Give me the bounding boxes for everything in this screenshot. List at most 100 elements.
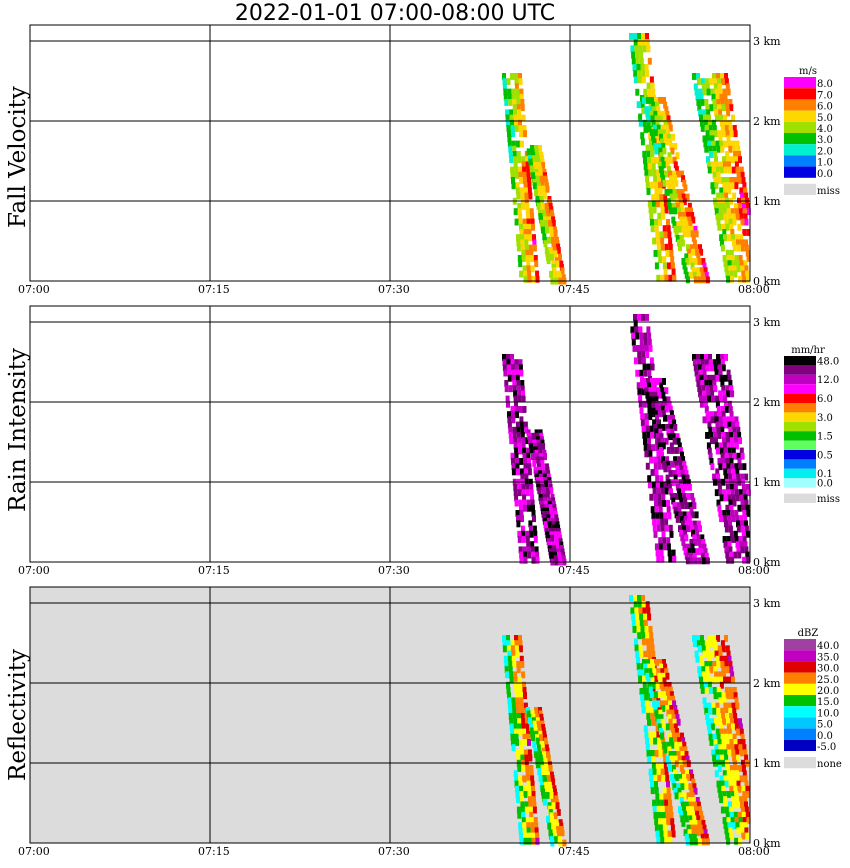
heatmap-cell — [739, 187, 744, 195]
heatmap-cell — [734, 489, 739, 497]
heatmap-cell — [514, 494, 519, 502]
legend-label: 1.0 — [817, 158, 833, 169]
heatmap-cell — [684, 520, 689, 528]
heatmap-cell — [674, 460, 679, 468]
heatmap-cell — [529, 484, 534, 491]
heatmap-cell — [526, 166, 531, 174]
heatmap-cell — [666, 500, 670, 507]
heatmap-cell — [714, 744, 719, 752]
heatmap-cell — [673, 723, 678, 731]
heatmap-cell — [644, 413, 649, 421]
heatmap-cell — [535, 551, 540, 559]
heatmap-cell — [663, 200, 668, 208]
heatmap-cell — [640, 382, 645, 390]
legend-label: 7.0 — [817, 90, 833, 101]
heatmap-cell — [744, 192, 749, 200]
heatmap-cell — [526, 213, 531, 221]
heatmap-cell — [703, 702, 708, 710]
heatmap-cell — [683, 497, 688, 505]
heatmap-cell — [518, 546, 523, 554]
heatmap-cell — [525, 770, 530, 778]
heatmap-cell — [685, 258, 690, 265]
heatmap-cell — [509, 676, 514, 684]
heatmap-cell — [637, 39, 642, 47]
heatmap-cell — [682, 792, 687, 800]
legend-label: 15.0 — [817, 697, 839, 708]
heatmap-cell — [708, 78, 713, 86]
heatmap-cell — [671, 202, 676, 210]
heatmap-cell — [516, 385, 521, 393]
heatmap-cell — [686, 244, 690, 252]
legend-label: 6.0 — [817, 102, 833, 113]
heatmap-cell — [705, 838, 710, 846]
heatmap-cell — [648, 731, 653, 739]
heatmap-cell — [634, 45, 639, 53]
legend-swatch — [784, 639, 816, 651]
heatmap-cell — [543, 240, 548, 248]
heatmap-cell — [505, 114, 510, 122]
heatmap-cell — [680, 732, 684, 740]
heatmap-cell — [523, 837, 528, 845]
heatmap-cell — [643, 619, 648, 627]
heatmap-cell — [516, 713, 521, 720]
heatmap-cell — [528, 806, 533, 814]
heatmap-cell — [715, 166, 720, 174]
x-tick-label: 07:00 — [18, 283, 50, 296]
heatmap-cell — [732, 687, 737, 694]
heatmap-cell — [652, 206, 657, 214]
heatmap-cell — [506, 687, 511, 694]
heatmap-cell — [651, 133, 655, 141]
heatmap-cell — [725, 484, 730, 491]
heatmap-cell — [700, 552, 705, 560]
heatmap-cell — [725, 692, 730, 700]
heatmap-cell — [686, 760, 691, 768]
heatmap-cell — [522, 687, 527, 694]
heatmap-cell — [722, 489, 727, 497]
heatmap-cell — [692, 354, 696, 361]
heatmap-cell — [726, 650, 731, 658]
heatmap-cell — [653, 705, 658, 712]
heatmap-cell — [746, 510, 751, 517]
heatmap-cell — [668, 189, 673, 196]
heatmap-cell — [696, 99, 701, 106]
heatmap-cell — [739, 775, 744, 783]
legend-label: 12.0 — [817, 375, 839, 386]
heatmap-cell — [519, 229, 524, 236]
legend-label: miss — [817, 494, 840, 505]
x-tick-label: 07:15 — [198, 564, 230, 577]
heatmap-cell — [535, 456, 540, 464]
heatmap-cell — [712, 687, 717, 694]
heatmap-cell — [650, 469, 655, 476]
heatmap-cell — [658, 219, 662, 226]
heatmap-cell — [514, 364, 519, 372]
heatmap-cell — [717, 765, 722, 772]
heatmap-cell — [636, 382, 641, 390]
heatmap-cell — [687, 516, 692, 523]
heatmap-cell — [678, 525, 682, 533]
heatmap-cell — [730, 442, 735, 450]
heatmap-cell — [690, 792, 695, 800]
heatmap-cell — [674, 479, 679, 487]
heatmap-cell — [672, 783, 677, 791]
heatmap-cell — [686, 774, 691, 781]
heatmap-cell — [682, 198, 687, 206]
heatmap-cell — [643, 650, 648, 658]
heatmap-cell — [663, 120, 668, 127]
heatmap-cell — [729, 666, 734, 674]
heatmap-cell — [735, 213, 740, 221]
heatmap-cell — [518, 447, 523, 455]
heatmap-cell — [702, 135, 707, 143]
heatmap-cell — [637, 669, 642, 677]
heatmap-cell — [502, 640, 507, 648]
heatmap-cell — [680, 470, 685, 477]
heatmap-cell — [652, 169, 657, 177]
heatmap-cell — [655, 549, 660, 557]
heatmap-cell — [504, 385, 509, 393]
heatmap-cell — [531, 453, 535, 461]
heatmap-cell — [702, 262, 707, 270]
heatmap-cell — [723, 93, 728, 101]
heatmap-cell — [511, 458, 515, 465]
heatmap-cell — [553, 812, 558, 820]
heatmap-cell — [681, 769, 685, 777]
heatmap-cell — [717, 504, 722, 512]
